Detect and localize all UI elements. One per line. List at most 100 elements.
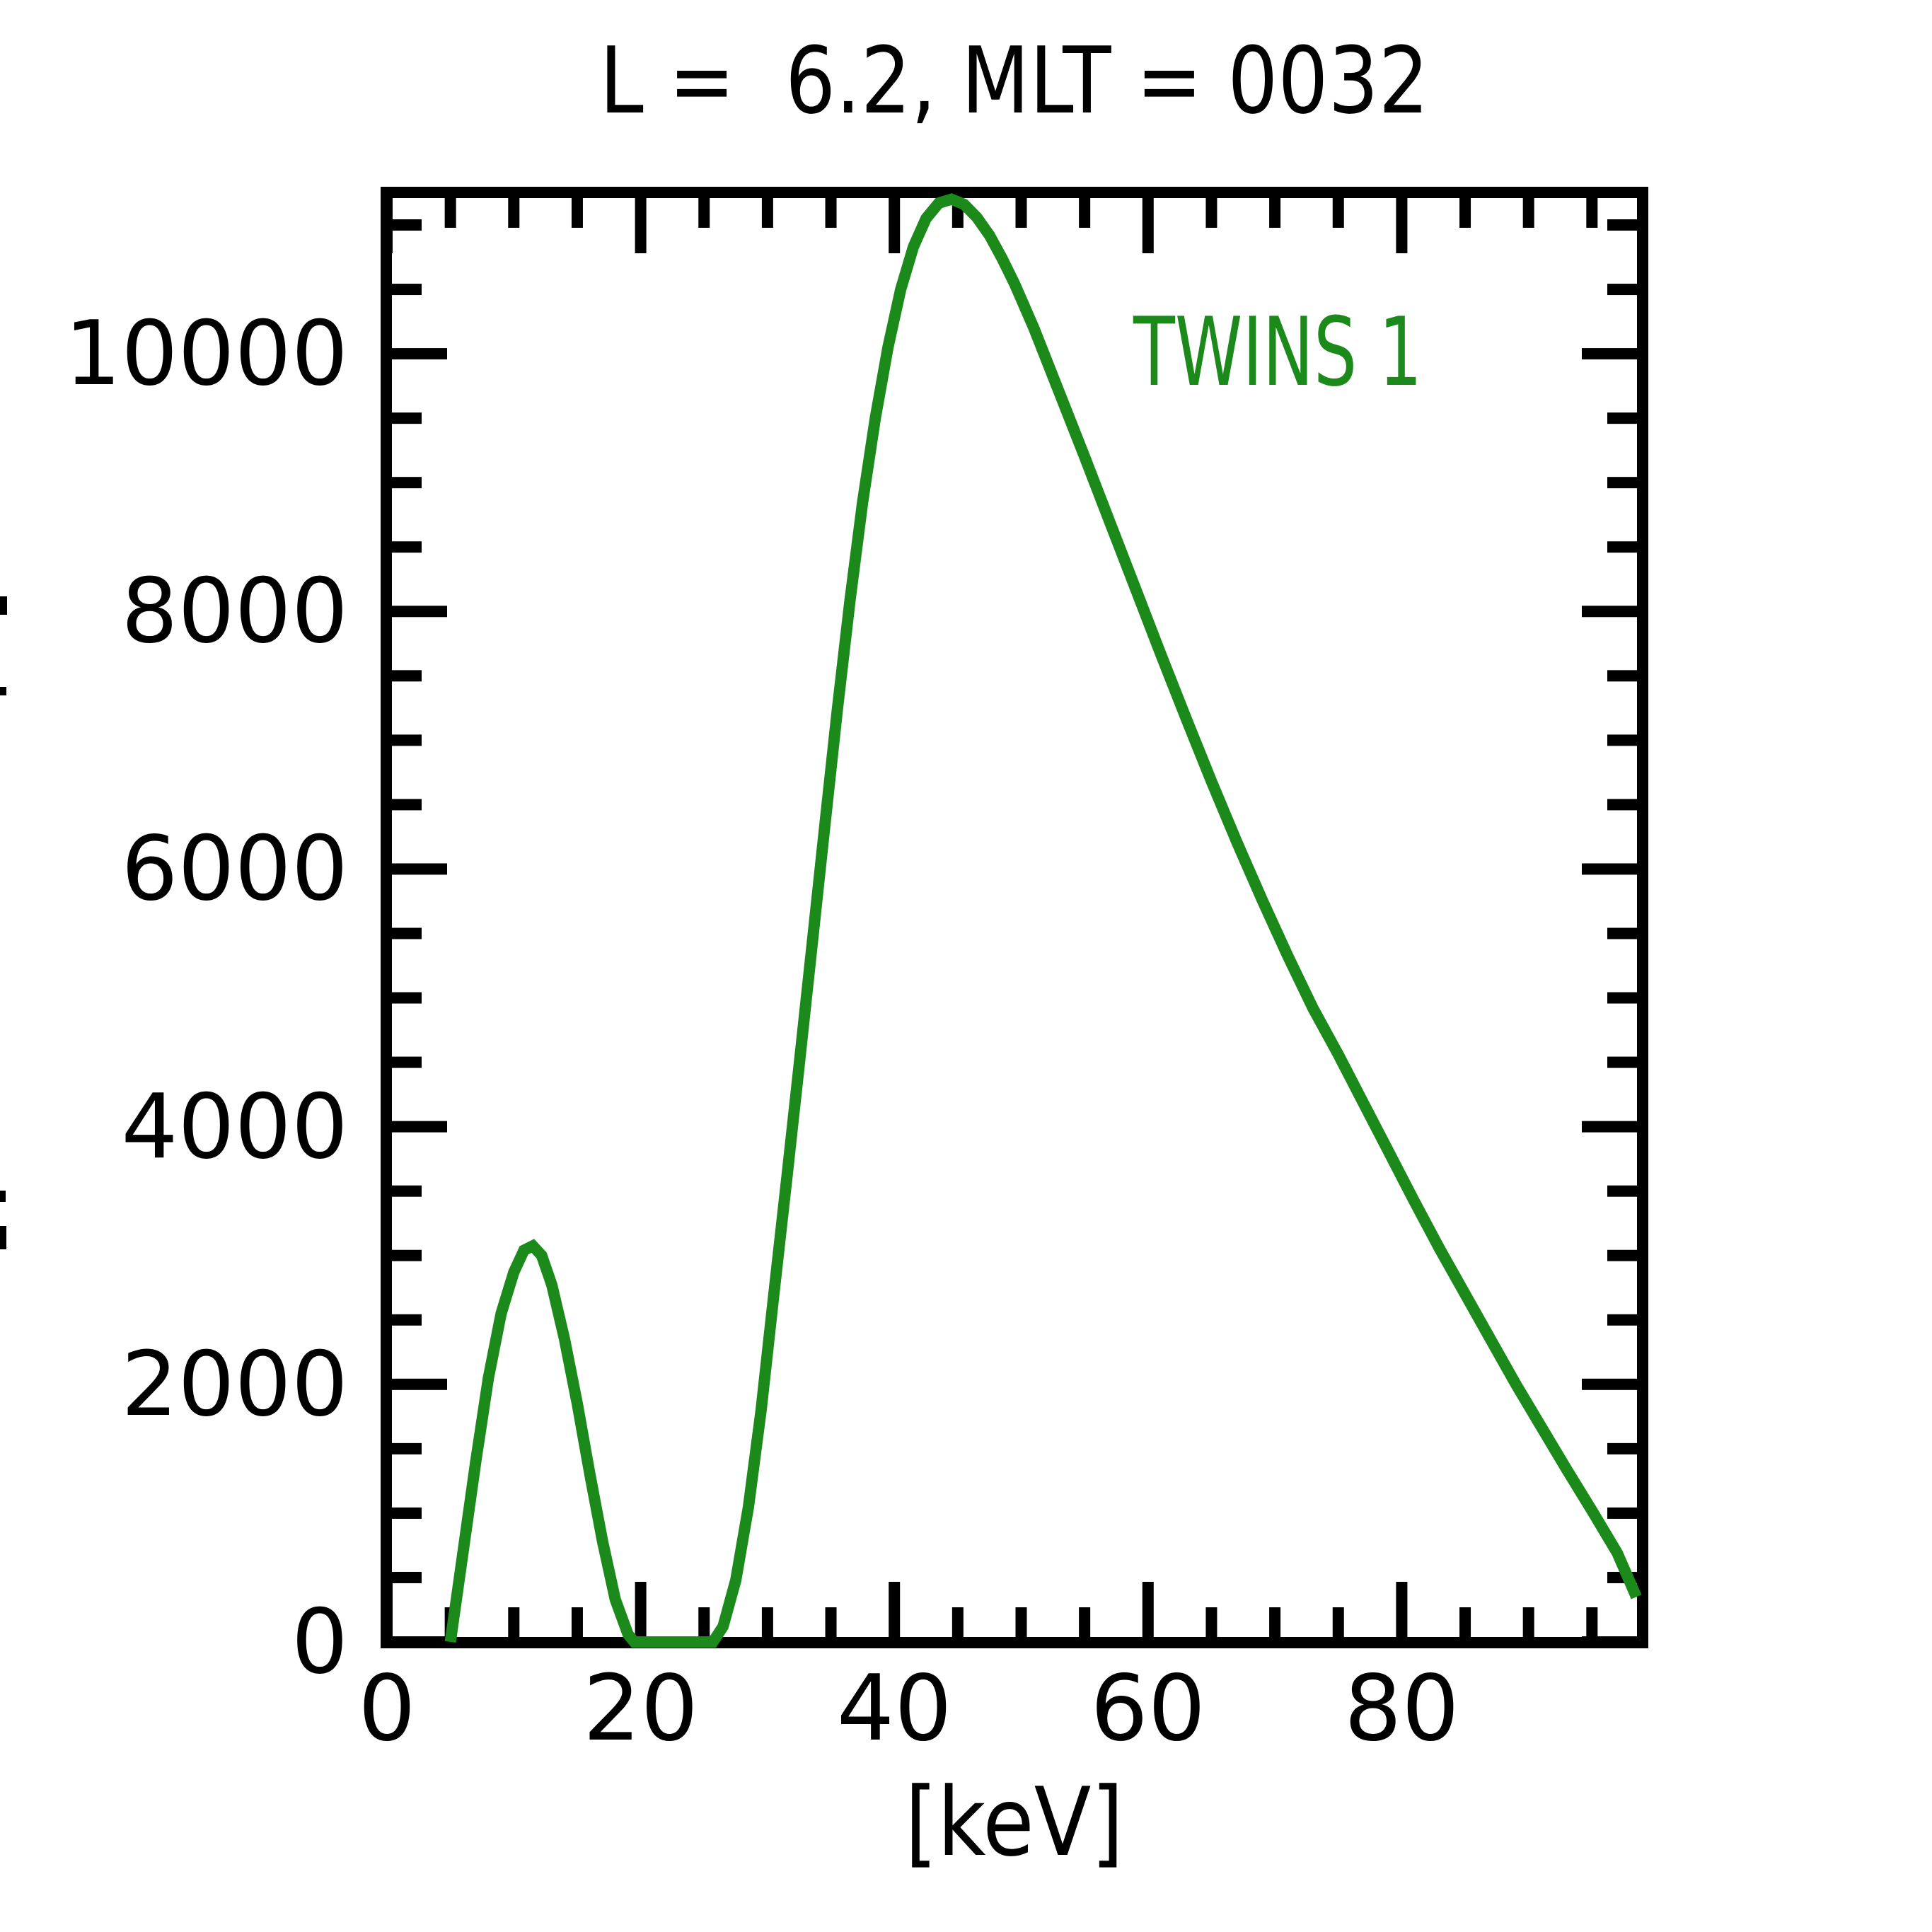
y-tick-left xyxy=(392,1442,422,1454)
x-tick-top xyxy=(761,198,773,228)
y-tick-right xyxy=(1607,734,1637,746)
chart-title: L = 6.2, MLT = 0032 xyxy=(381,27,1648,134)
y-tick-right xyxy=(1607,927,1637,939)
x-tick-bottom xyxy=(1522,1607,1534,1637)
y-tick-left xyxy=(392,670,422,682)
x-tick-bottom xyxy=(825,1607,837,1637)
x-tick-bottom xyxy=(1205,1607,1217,1637)
x-tick-top xyxy=(444,198,456,228)
y-tick-right xyxy=(1607,477,1637,489)
x-tick-bottom xyxy=(1269,1607,1281,1637)
y-tick-left xyxy=(392,734,422,746)
x-tick-top xyxy=(1269,198,1281,228)
x-tick-bottom xyxy=(1586,1607,1598,1637)
y-tick-left xyxy=(392,348,447,360)
y-tick-left xyxy=(392,1056,422,1068)
x-tick-top xyxy=(1522,198,1534,228)
x-tick-top xyxy=(508,198,520,228)
x-tick-top xyxy=(635,198,647,253)
legend-label-twins1: TWINS 1 xyxy=(1133,297,1423,407)
chart-title-text: L = 6.2, MLT = 0032 xyxy=(599,27,1430,134)
y-tick-left xyxy=(392,1249,422,1261)
y-tick-right xyxy=(1582,1121,1637,1133)
x-tick-bottom xyxy=(571,1607,583,1637)
y-tick-right xyxy=(1607,992,1637,1004)
y-tick-right xyxy=(1607,799,1637,811)
x-tick-label-40: 40 xyxy=(836,1656,952,1762)
y-tick-right xyxy=(1607,541,1637,553)
x-tick-bottom xyxy=(1015,1607,1027,1637)
y-tick-right xyxy=(1607,670,1637,682)
y-tick-left xyxy=(392,284,422,296)
x-tick-bottom xyxy=(889,1582,901,1637)
x-tick-top xyxy=(698,198,710,228)
x-tick-top xyxy=(1332,198,1344,228)
y-tick-right xyxy=(1582,1378,1637,1390)
x-tick-bottom xyxy=(508,1607,520,1637)
y-tick-left xyxy=(392,1185,422,1197)
y-tick-right xyxy=(1607,1249,1637,1261)
x-tick-label-20: 20 xyxy=(583,1656,699,1762)
x-tick-label-80: 80 xyxy=(1343,1656,1459,1762)
x-axis-title-text: [keV] xyxy=(905,1767,1124,1878)
y-tick-right xyxy=(1582,1636,1637,1648)
y-axis-title-clipped-fragment xyxy=(0,1191,6,1202)
y-tick-right xyxy=(1607,1442,1637,1454)
y-tick-left xyxy=(392,1378,447,1390)
x-tick-bottom xyxy=(635,1582,647,1637)
y-tick-left xyxy=(392,219,422,231)
x-axis-title: [keV] xyxy=(381,1767,1648,1878)
x-tick-top xyxy=(1015,198,1027,228)
twins1-curve xyxy=(444,193,1642,1648)
y-axis-title-clipped-fragment xyxy=(0,596,7,615)
y-tick-label-10000: 10000 xyxy=(64,301,348,406)
y-axis-title-clipped-fragment xyxy=(0,687,6,695)
x-tick-top xyxy=(1142,198,1154,253)
x-tick-bottom xyxy=(951,1607,964,1637)
x-tick-top xyxy=(889,198,901,253)
y-tick-label-6000: 6000 xyxy=(121,816,348,921)
y-tick-right xyxy=(1607,219,1637,231)
y-tick-left xyxy=(392,1507,422,1519)
y-tick-right xyxy=(1607,412,1637,424)
axes-spines xyxy=(381,187,1648,1648)
y-tick-left xyxy=(392,799,422,811)
y-tick-right xyxy=(1582,606,1637,618)
y-tick-left xyxy=(392,606,447,618)
y-tick-right xyxy=(1582,348,1637,360)
y-tick-label-2000: 2000 xyxy=(121,1331,348,1436)
y-tick-label-8000: 8000 xyxy=(121,559,348,664)
x-tick-top xyxy=(1079,198,1091,228)
y-tick-left xyxy=(392,541,422,553)
y-tick-left xyxy=(392,927,422,939)
x-tick-bottom xyxy=(1079,1607,1091,1637)
x-tick-bottom xyxy=(698,1607,710,1637)
x-tick-top xyxy=(571,198,583,228)
y-tick-left xyxy=(392,412,422,424)
x-tick-bottom xyxy=(1396,1582,1408,1637)
x-tick-top xyxy=(1396,198,1408,253)
x-tick-top xyxy=(381,198,393,253)
x-tick-bottom xyxy=(761,1607,773,1637)
x-tick-label-0: 0 xyxy=(358,1656,416,1762)
y-tick-left xyxy=(392,1636,447,1648)
y-tick-left xyxy=(392,992,422,1004)
x-tick-bottom xyxy=(1459,1607,1471,1637)
y-tick-left xyxy=(392,1571,422,1583)
y-tick-right xyxy=(1607,1185,1637,1197)
y-axis-title-clipped-fragment xyxy=(0,1226,6,1249)
y-tick-left xyxy=(392,1314,422,1326)
x-tick-top xyxy=(1205,198,1217,228)
y-tick-right xyxy=(1607,1056,1637,1068)
x-tick-top xyxy=(825,198,837,228)
y-tick-left xyxy=(392,1121,447,1133)
y-tick-right xyxy=(1607,1507,1637,1519)
y-tick-right xyxy=(1607,284,1637,296)
x-tick-bottom xyxy=(381,1582,393,1637)
x-tick-label-60: 60 xyxy=(1090,1656,1206,1762)
x-tick-bottom xyxy=(1142,1582,1154,1637)
x-tick-top xyxy=(1459,198,1471,228)
x-tick-bottom xyxy=(1332,1607,1344,1637)
